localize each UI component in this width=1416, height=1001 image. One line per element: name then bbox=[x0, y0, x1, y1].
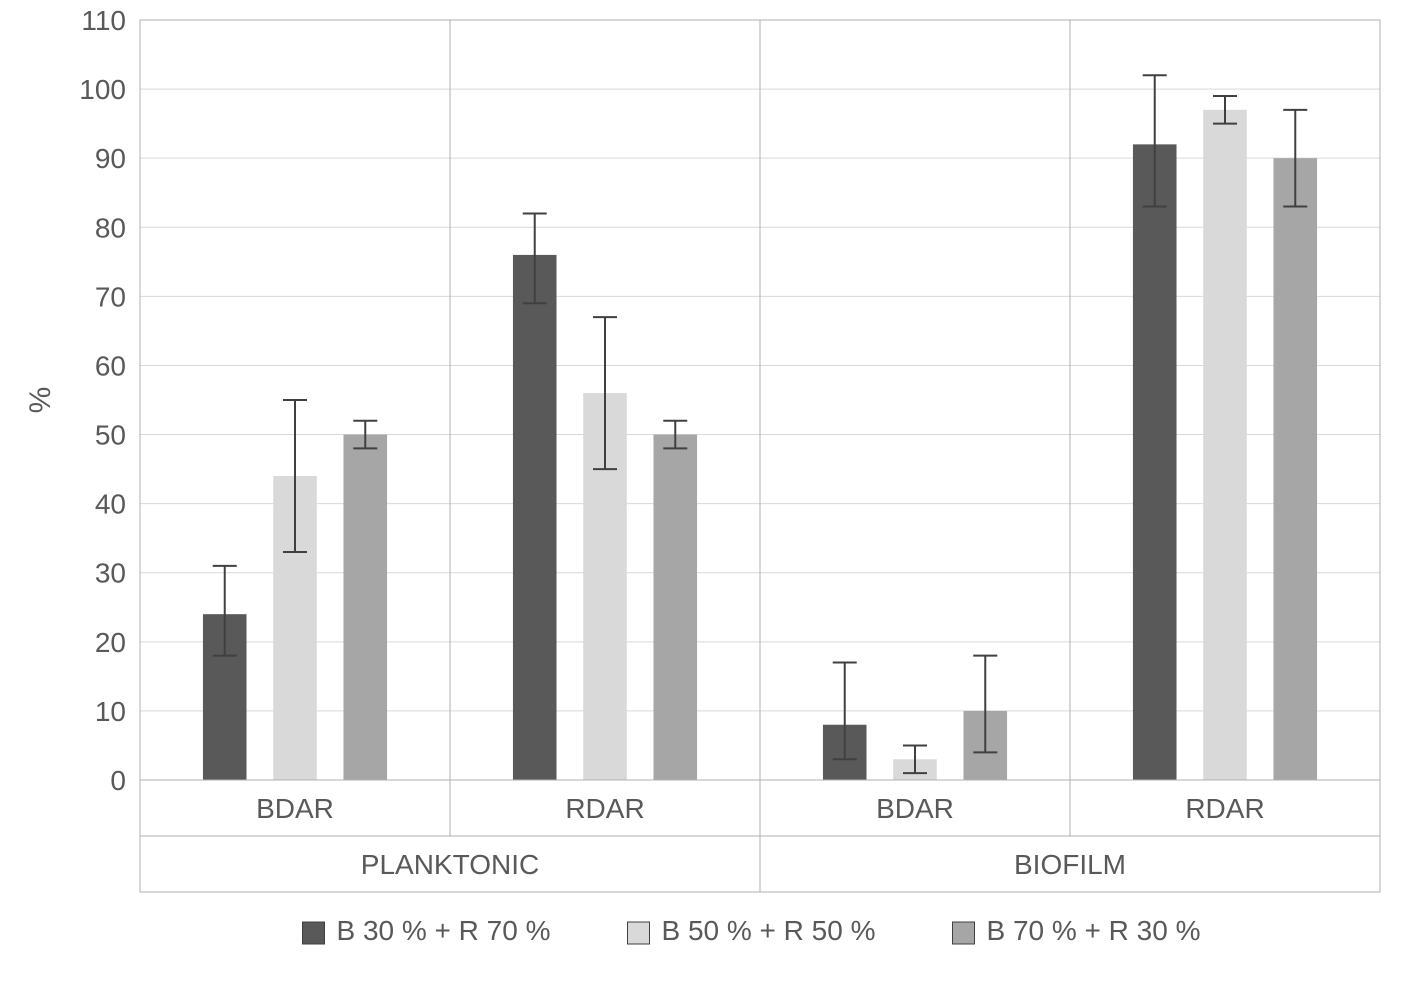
bar bbox=[1273, 158, 1317, 780]
bar-chart: 0 10 20 30 40 50 60 70 80 90 100 110% BDAR RDAR BDAR RD… bbox=[0, 0, 1416, 1001]
x-category-label: BDAR bbox=[876, 793, 954, 824]
bar bbox=[343, 435, 387, 780]
legend-label: B 30 % + R 70 % bbox=[337, 915, 551, 946]
y-tick-label: 20 bbox=[95, 627, 126, 658]
y-tick-label: 90 bbox=[95, 143, 126, 174]
y-tick-label: 30 bbox=[95, 558, 126, 589]
x-group-label: BIOFILM bbox=[1014, 849, 1126, 880]
bar bbox=[1203, 110, 1247, 780]
legend-label: B 70 % + R 30 % bbox=[987, 915, 1201, 946]
y-tick-label: 40 bbox=[95, 489, 126, 520]
y-tick-label: 100 bbox=[79, 74, 126, 105]
legend-swatch bbox=[628, 922, 650, 944]
y-axis-title: % bbox=[24, 387, 57, 414]
y-tick-label: 60 bbox=[95, 350, 126, 381]
bar bbox=[1133, 144, 1177, 780]
x-category-label: BDAR bbox=[256, 793, 334, 824]
y-tick-label: 110 bbox=[81, 5, 126, 36]
bar bbox=[513, 255, 557, 780]
y-tick-label: 10 bbox=[95, 696, 126, 727]
x-category-label: RDAR bbox=[565, 793, 644, 824]
y-tick-label: 80 bbox=[95, 212, 126, 243]
bar bbox=[653, 435, 697, 780]
y-tick-label: 70 bbox=[95, 281, 126, 312]
x-group-label: PLANKTONIC bbox=[361, 849, 539, 880]
chart-container: 0 10 20 30 40 50 60 70 80 90 100 110% BDAR RDAR BDAR RD… bbox=[0, 0, 1416, 1001]
y-tick-label: 50 bbox=[95, 420, 126, 451]
legend-label: B 50 % + R 50 % bbox=[662, 915, 876, 946]
legend-swatch bbox=[303, 922, 325, 944]
legend-swatch bbox=[953, 922, 975, 944]
y-tick-label: 0 bbox=[110, 765, 126, 796]
x-category-label: RDAR bbox=[1185, 793, 1264, 824]
